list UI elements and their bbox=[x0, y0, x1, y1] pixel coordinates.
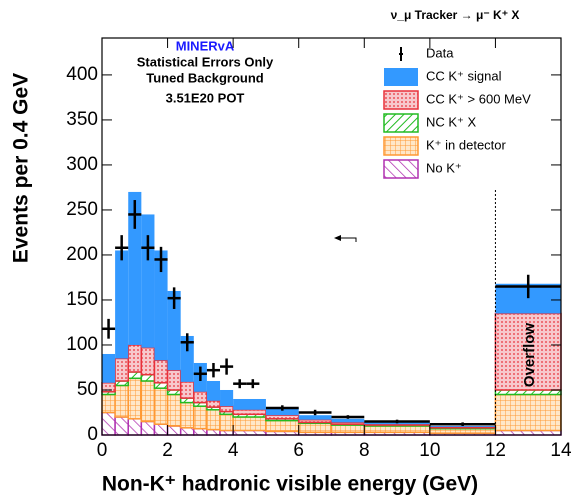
histogram-bar bbox=[265, 407, 299, 416]
y-tick-label: 300 bbox=[66, 154, 98, 175]
y-tick-label: 200 bbox=[66, 244, 98, 265]
histogram-bar bbox=[127, 344, 143, 373]
legend-swatch bbox=[384, 68, 418, 86]
histogram-bar bbox=[330, 421, 366, 425]
histogram-bar bbox=[494, 393, 562, 432]
arrow bbox=[336, 237, 357, 242]
x-tick-label: 2 bbox=[162, 440, 173, 461]
histogram-bar bbox=[127, 418, 143, 436]
histogram-bar bbox=[102, 353, 116, 383]
legend-swatch bbox=[383, 136, 419, 156]
y-axis-label: Events per 0.4 GeV bbox=[10, 73, 33, 263]
legend-swatch bbox=[383, 113, 419, 133]
histogram-bar bbox=[429, 425, 496, 427]
histogram-bar bbox=[330, 424, 366, 434]
histogram-bar bbox=[141, 214, 155, 348]
histogram-bar bbox=[206, 409, 221, 431]
legend-label: CC K⁺ signal bbox=[426, 68, 502, 83]
chart-title: ν_μ Tracker → μ⁻ K⁺ X bbox=[391, 8, 520, 22]
y-tick-label: 100 bbox=[66, 334, 98, 355]
x-tick-label: 14 bbox=[550, 440, 572, 461]
histogram-bar bbox=[265, 414, 300, 420]
histogram-bar bbox=[153, 387, 169, 425]
y-tick-label: 350 bbox=[66, 109, 98, 130]
x-tick-label: 10 bbox=[419, 440, 440, 461]
histogram-bar bbox=[114, 357, 129, 382]
y-tick-label: 400 bbox=[66, 64, 98, 85]
legend-label: K⁺ in detector bbox=[426, 137, 507, 152]
histogram-bar bbox=[166, 393, 182, 427]
histogram-bar bbox=[232, 416, 267, 432]
plot-frame bbox=[101, 37, 562, 436]
arrow-head bbox=[334, 235, 341, 241]
legend-label: Data bbox=[426, 45, 454, 60]
x-tick-label: 4 bbox=[228, 440, 239, 461]
histogram-bar bbox=[220, 389, 234, 407]
legend-swatch bbox=[383, 90, 419, 110]
plot-area bbox=[101, 191, 562, 436]
y-tick-label: 250 bbox=[66, 199, 98, 220]
histogram-bar bbox=[128, 191, 142, 345]
histogram-bar bbox=[232, 409, 267, 416]
x-tick-label: 8 bbox=[359, 440, 370, 461]
legend-swatch bbox=[383, 159, 419, 179]
histogram-bar bbox=[331, 418, 365, 423]
histogram-bar bbox=[363, 425, 431, 434]
x-axis-label: Non-K⁺ hadronic visible energy (GeV) bbox=[102, 473, 478, 496]
histogram-bar bbox=[179, 427, 195, 436]
histogram-bar bbox=[127, 377, 143, 420]
legend-label: No K⁺ bbox=[426, 160, 462, 175]
histogram-bar bbox=[166, 369, 182, 391]
annotation: Statistical Errors Only bbox=[137, 54, 274, 69]
histogram-bar bbox=[298, 415, 332, 420]
histogram-bar bbox=[179, 401, 195, 429]
histogram-bar bbox=[114, 384, 129, 418]
legend-label: CC K⁺ > 600 MeV bbox=[426, 91, 531, 106]
histogram-bar bbox=[153, 359, 169, 384]
legend-label: NC K⁺ X bbox=[426, 114, 477, 129]
x-tick-label: 0 bbox=[97, 440, 108, 461]
histogram-bar bbox=[140, 346, 156, 376]
annotation: Tuned Background bbox=[146, 70, 264, 85]
histogram-bar bbox=[167, 290, 181, 371]
y-tick-label: 0 bbox=[87, 424, 98, 445]
histogram-bar bbox=[193, 427, 208, 436]
histogram-bar bbox=[153, 382, 169, 389]
x-tick-label: 12 bbox=[485, 440, 506, 461]
histogram-bar bbox=[154, 250, 168, 361]
histogram-bar bbox=[140, 373, 156, 382]
histogram-bar bbox=[265, 419, 300, 433]
histogram-bar bbox=[206, 400, 221, 408]
histogram-bar bbox=[140, 420, 156, 436]
histogram-bar bbox=[115, 250, 129, 359]
histogram-bar bbox=[219, 405, 234, 413]
histogram-bar bbox=[101, 393, 116, 414]
histogram-bar bbox=[140, 380, 156, 423]
histogram-bar bbox=[233, 398, 266, 410]
histogram-bar bbox=[180, 335, 194, 382]
histogram-bar bbox=[153, 423, 169, 436]
x-tick-label: 6 bbox=[293, 440, 304, 461]
y-tick-label: 150 bbox=[66, 289, 98, 310]
histogram-bar bbox=[166, 425, 182, 436]
annotation: 3.51E20 POT bbox=[166, 90, 245, 105]
histogram-bar bbox=[494, 312, 562, 391]
histogram-bar bbox=[206, 428, 221, 436]
histogram-bar bbox=[206, 380, 221, 401]
histogram-bar bbox=[114, 416, 129, 436]
histogram-bar bbox=[297, 422, 333, 434]
histogram-bar bbox=[363, 423, 431, 426]
histogram-bar bbox=[219, 413, 234, 432]
y-tick-label: 50 bbox=[77, 379, 98, 400]
histogram-bar bbox=[127, 371, 143, 380]
histogram-bar bbox=[297, 418, 333, 424]
histogram-bar bbox=[429, 426, 497, 429]
histogram-bar bbox=[193, 391, 208, 404]
histogram-bar bbox=[179, 381, 195, 399]
overflow-label: Overflow bbox=[521, 323, 538, 388]
histogram-bar bbox=[193, 405, 208, 430]
histogram-bar bbox=[101, 411, 116, 436]
annotation: MINERvA bbox=[176, 38, 235, 53]
